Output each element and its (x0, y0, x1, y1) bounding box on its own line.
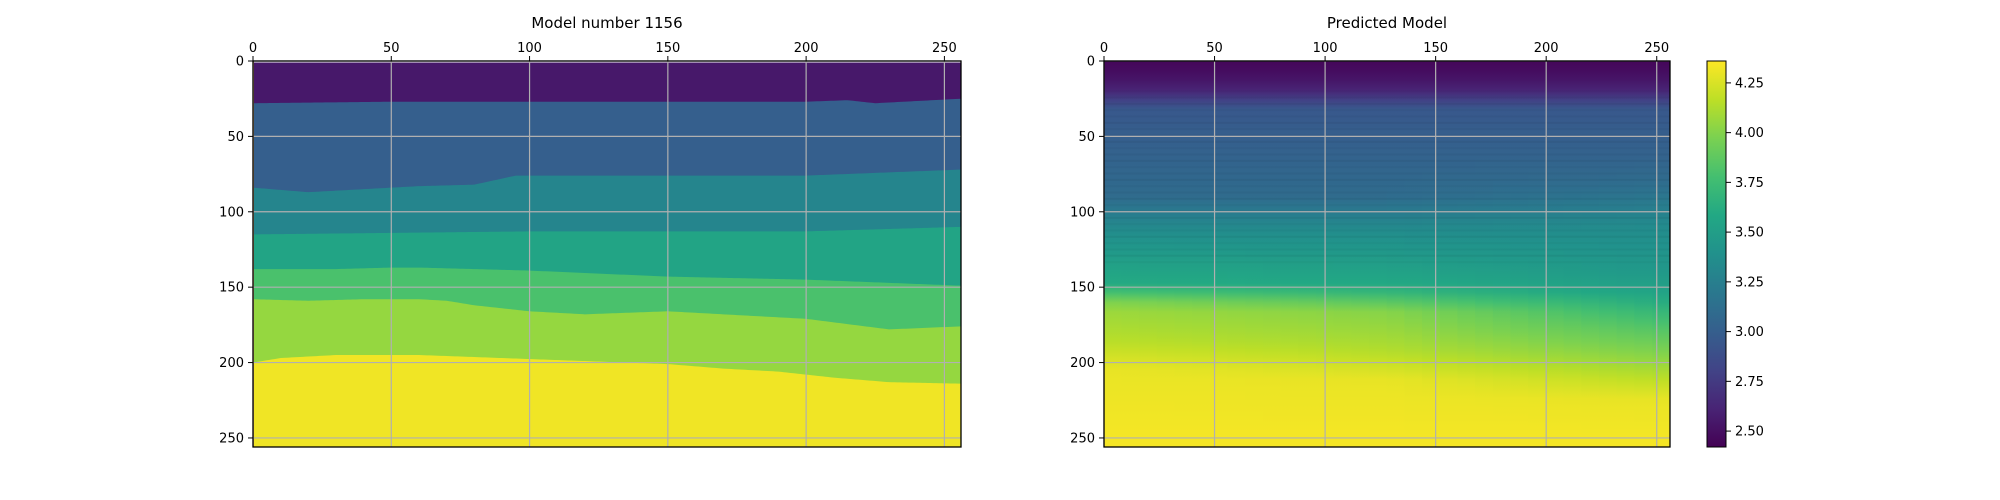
field-strip (1422, 61, 1441, 447)
x-axis: 0 50 100 150 200 250 (249, 41, 957, 61)
field-strip (1581, 61, 1600, 447)
y-axis: 0 50 100 150 200 250 (219, 55, 253, 446)
field-strip (1616, 61, 1635, 447)
x-tick-label: 250 (932, 41, 957, 56)
y-tick-label: 200 (1070, 356, 1095, 371)
colorbar-tick-label: 2.50 (1735, 425, 1764, 440)
colorbar: 2.50 2.75 3.00 3.25 3.50 3.75 4.00 4.25 (1706, 60, 1764, 448)
field-strip (1209, 61, 1229, 447)
field-strip (1280, 61, 1299, 447)
field-strip (1386, 61, 1405, 447)
field-strip (1528, 61, 1547, 447)
field-strip (1492, 61, 1512, 447)
y-tick-label: 50 (227, 130, 244, 145)
plot-frame (252, 60, 962, 448)
colorbar-tick-label: 3.25 (1735, 275, 1764, 290)
y-tick-label: 200 (219, 356, 244, 371)
chart-title: Model number 1156 (531, 14, 682, 32)
field-strip (1298, 61, 1317, 447)
y-tick-label: 100 (219, 205, 244, 220)
x-tick-label: 250 (1644, 41, 1669, 56)
panel-predicted-model: Predicted Model 0 50 100 150 200 250 0 50 100 15… (1070, 14, 1671, 448)
colorbar-tick-label: 4.00 (1735, 126, 1764, 141)
y-tick-label: 150 (1070, 281, 1095, 296)
field-strip (1439, 61, 1459, 447)
field-strip (1245, 61, 1264, 447)
field-strip (1174, 61, 1193, 447)
x-tick-label: 150 (1423, 41, 1448, 56)
y-axis: 0 50 100 150 200 250 (1070, 55, 1104, 446)
chart-title: Predicted Model (1327, 14, 1447, 32)
x-axis: 0 50 100 150 200 250 (1100, 41, 1669, 61)
field-strip (1369, 61, 1388, 447)
x-tick-label: 50 (383, 41, 400, 56)
colorbar-tick-label: 2.75 (1735, 375, 1764, 390)
field-strip (1333, 61, 1352, 447)
velocity-layers (253, 61, 961, 447)
colorbar-gradient (1706, 60, 1727, 448)
plot-frame (1103, 60, 1671, 448)
y-tick-label: 100 (1070, 205, 1095, 220)
colorbar-tick-label: 4.25 (1735, 76, 1764, 91)
x-tick-label: 100 (517, 41, 542, 56)
field-strip (1139, 61, 1158, 447)
x-tick-label: 0 (249, 41, 257, 56)
velocity-layer-7 (253, 355, 961, 447)
colorbar-tick-label: 3.75 (1735, 176, 1764, 191)
y-tick-label: 0 (1087, 55, 1095, 70)
field-strip (1351, 61, 1370, 447)
colorbar-ticks: 2.50 2.75 3.00 3.25 3.50 3.75 4.00 4.25 (1726, 76, 1764, 440)
x-tick-label: 150 (655, 41, 680, 56)
field-strip (1652, 61, 1670, 447)
x-tick-label: 200 (794, 41, 819, 56)
x-tick-label: 200 (1534, 41, 1559, 56)
field-strip (1192, 61, 1211, 447)
field-strip (1475, 61, 1494, 447)
colorbar-tick-label: 3.00 (1735, 325, 1764, 340)
x-tick-label: 100 (1313, 41, 1338, 56)
field-strip (1545, 61, 1565, 447)
field-strip (1598, 61, 1618, 447)
x-tick-label: 50 (1206, 41, 1223, 56)
colorbar-tick-label: 3.50 (1735, 226, 1764, 241)
field-strip (1563, 61, 1582, 447)
panel-true-model: Model number 1156 0 50 100 150 200 250 0 50 100… (219, 14, 962, 448)
velocity-field (1104, 61, 1670, 447)
y-tick-label: 150 (219, 281, 244, 296)
field-strip (1457, 61, 1476, 447)
field-strip (1262, 61, 1282, 447)
field-strip (1104, 61, 1122, 447)
field-strip (1156, 61, 1176, 447)
field-strip (1634, 61, 1653, 447)
y-tick-label: 250 (1070, 431, 1095, 446)
field-strip (1404, 61, 1423, 447)
field-strip (1510, 61, 1529, 447)
y-tick-label: 0 (236, 55, 244, 70)
field-strip (1227, 61, 1246, 447)
y-tick-label: 50 (1078, 130, 1095, 145)
x-tick-label: 0 (1100, 41, 1108, 56)
field-strip (1121, 61, 1140, 447)
y-tick-label: 250 (219, 431, 244, 446)
